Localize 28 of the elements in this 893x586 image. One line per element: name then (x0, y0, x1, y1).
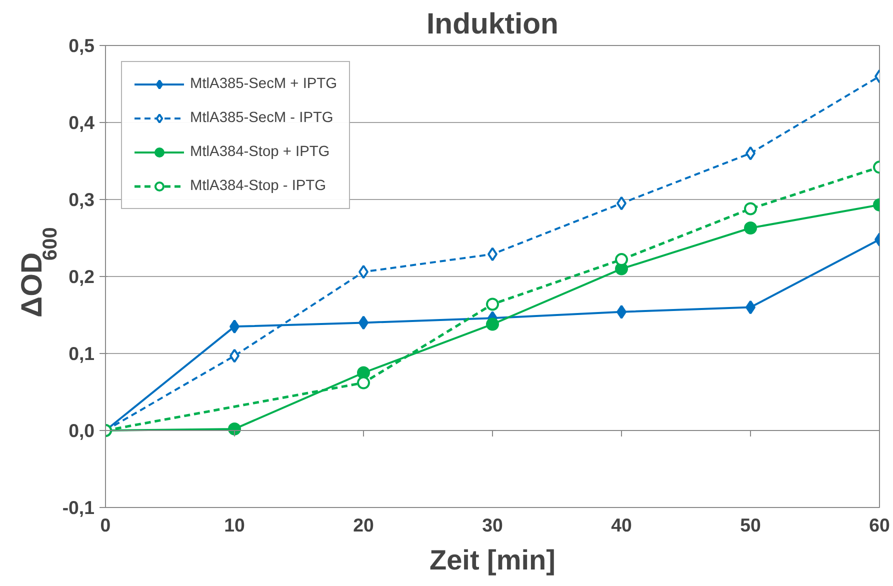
y-tick-label: 0,4 (68, 112, 96, 133)
chart-title: Induktion (426, 8, 558, 40)
point (744, 202, 757, 216)
point (744, 222, 757, 234)
legend-label: MtlA384-Stop - IPTG (190, 178, 326, 194)
legend-label: MtlA384-Stop + IPTG (190, 144, 330, 160)
point (357, 376, 370, 390)
y-tick-label: 0,1 (68, 343, 95, 364)
point (615, 253, 628, 266)
y-tick-label: 0,5 (68, 35, 95, 56)
y-tick-label: 0,3 (68, 189, 95, 210)
point (486, 318, 499, 331)
y-tick-label: 0,0 (68, 420, 95, 441)
x-tick-label: 10 (224, 514, 245, 536)
x-tick-label: 40 (611, 514, 632, 536)
x-tick-label: 0 (100, 514, 111, 536)
legend-label: MtlA385-SecM - IPTG (190, 110, 334, 126)
x-tick-label: 30 (482, 514, 503, 536)
y-tick-label: 0,2 (68, 266, 95, 287)
y-axis-title: ΔOD600 (16, 227, 62, 318)
x-tick-label: 60 (869, 514, 890, 536)
x-tick-label: 50 (740, 514, 761, 536)
point (486, 298, 499, 311)
x-tick-label: 20 (353, 514, 374, 536)
legend-label: MtlA385-SecM + IPTG (190, 76, 338, 92)
x-axis-title: Zeit [min] (430, 544, 556, 576)
y-tick-label: -0,1 (62, 497, 95, 518)
point (228, 422, 241, 436)
